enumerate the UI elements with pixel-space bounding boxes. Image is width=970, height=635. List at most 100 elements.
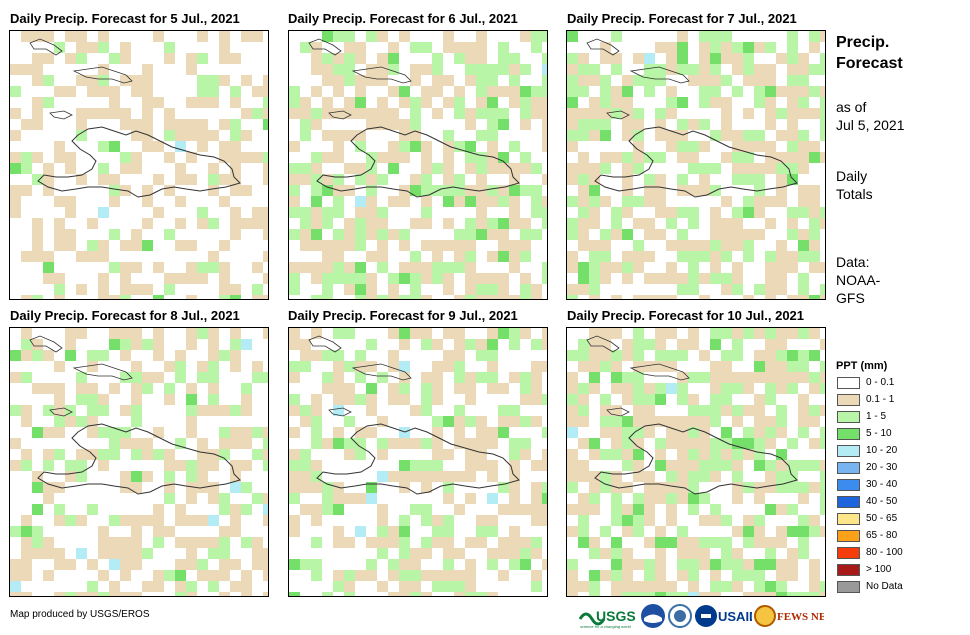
precip-cell [54, 196, 65, 207]
precip-cell [776, 262, 787, 273]
precip-cell [798, 119, 809, 130]
precip-cell [476, 75, 487, 86]
precip-cell [721, 240, 732, 251]
precip-cell [263, 240, 268, 251]
precip-cell [567, 86, 578, 97]
precip-cell [432, 174, 443, 185]
precip-cell [542, 163, 547, 174]
precip-cell [487, 119, 498, 130]
precip-cell [142, 196, 153, 207]
precip-cell [622, 537, 633, 548]
precip-cell [531, 449, 542, 460]
precip-cell [754, 196, 765, 207]
precip-cell [366, 284, 377, 295]
precip-cell [109, 174, 120, 185]
precip-cell [520, 570, 531, 581]
precip-cell [355, 515, 366, 526]
precip-cell [43, 284, 54, 295]
precip-cell [142, 548, 153, 559]
precip-cell [443, 284, 454, 295]
precip-cell [787, 570, 798, 581]
fewsnet-logo: FEWS NET [754, 605, 824, 627]
precip-cell [43, 42, 54, 53]
precip-cell [721, 482, 732, 493]
precip-cell [509, 218, 520, 229]
precip-cell [377, 240, 388, 251]
precip-cell [465, 53, 476, 64]
precip-cell [611, 537, 622, 548]
precip-cell [322, 31, 333, 42]
precip-cell [241, 460, 252, 471]
precip-cell [197, 141, 208, 152]
precip-cell [542, 108, 547, 119]
precip-cell [509, 504, 520, 515]
precip-cell [208, 361, 219, 372]
precip-cell [655, 97, 666, 108]
precip-cell [498, 240, 509, 251]
precip-cell [164, 273, 175, 284]
precip-cell [131, 339, 142, 350]
precip-cell [644, 75, 655, 86]
precip-cell [611, 592, 622, 596]
precip-cell [197, 108, 208, 119]
precip-cell [509, 493, 520, 504]
precip-cell [644, 592, 655, 596]
precip-cell [487, 559, 498, 570]
legend-label: 20 - 30 [866, 462, 898, 473]
precip-cell [567, 416, 578, 427]
precip-cell [699, 328, 710, 339]
precip-cell [311, 559, 322, 570]
precip-cell [644, 339, 655, 350]
precip-cell [76, 130, 87, 141]
precip-cell [589, 504, 600, 515]
precip-cell [567, 163, 578, 174]
precip-cell [32, 295, 43, 299]
precip-cell [721, 229, 732, 240]
precip-cell [589, 427, 600, 438]
precip-cell [366, 75, 377, 86]
precip-cell [197, 86, 208, 97]
precip-cell [611, 86, 622, 97]
precip-cell [131, 185, 142, 196]
precip-cell [164, 240, 175, 251]
precip-cell [765, 53, 776, 64]
precip-cell [633, 108, 644, 119]
precip-cell [721, 196, 732, 207]
precip-cell [633, 592, 644, 596]
precip-cell [333, 339, 344, 350]
precip-cell [721, 471, 732, 482]
precip-cell [589, 559, 600, 570]
precip-cell [443, 31, 454, 42]
precip-cell [644, 284, 655, 295]
precip-cell [743, 251, 754, 262]
precip-cell [589, 493, 600, 504]
precip-cell [289, 42, 300, 53]
precip-cell [699, 482, 710, 493]
precip-cell [465, 515, 476, 526]
precip-cell [721, 416, 732, 427]
precip-cell [208, 75, 219, 86]
precip-cell [677, 592, 688, 596]
precip-cell [344, 526, 355, 537]
precip-cell [263, 207, 268, 218]
precip-cell [432, 75, 443, 86]
precip-cell [300, 438, 311, 449]
precip-cell [355, 537, 366, 548]
precip-cell [509, 42, 520, 53]
precip-cell [322, 328, 333, 339]
precip-cell [611, 284, 622, 295]
precip-cell [32, 97, 43, 108]
precip-cell [578, 526, 589, 537]
precip-cell [611, 119, 622, 130]
precip-cell [710, 207, 721, 218]
precip-cell [765, 141, 776, 152]
precip-cell [765, 438, 776, 449]
precip-cell [230, 548, 241, 559]
precip-cell [432, 559, 443, 570]
precip-cell [454, 152, 465, 163]
precip-cell [443, 515, 454, 526]
precip-cell [366, 174, 377, 185]
precip-cell [241, 350, 252, 361]
precip-cell [677, 86, 688, 97]
precip-cell [432, 108, 443, 119]
